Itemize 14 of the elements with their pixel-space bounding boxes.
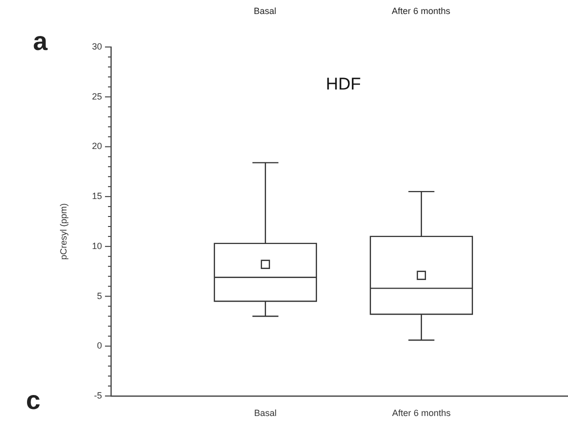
y-tick-label: 10 xyxy=(92,240,102,251)
y-tick-label: 0 xyxy=(96,340,102,351)
y-tick-label: 20 xyxy=(92,141,102,152)
y-tick-label: 5 xyxy=(96,290,102,301)
y-axis-title: pCresyl (ppm) xyxy=(58,203,68,260)
y-tick-label: 30 xyxy=(92,41,102,52)
text: a xyxy=(33,26,48,57)
text: Basal xyxy=(254,6,276,16)
y-tick-label: -5 xyxy=(94,390,102,400)
text: c xyxy=(26,385,40,416)
y-tick-label: 25 xyxy=(92,91,102,102)
text: After 6 months xyxy=(392,6,450,16)
y-tick-label: 15 xyxy=(92,191,102,202)
text: HDF xyxy=(326,74,361,94)
